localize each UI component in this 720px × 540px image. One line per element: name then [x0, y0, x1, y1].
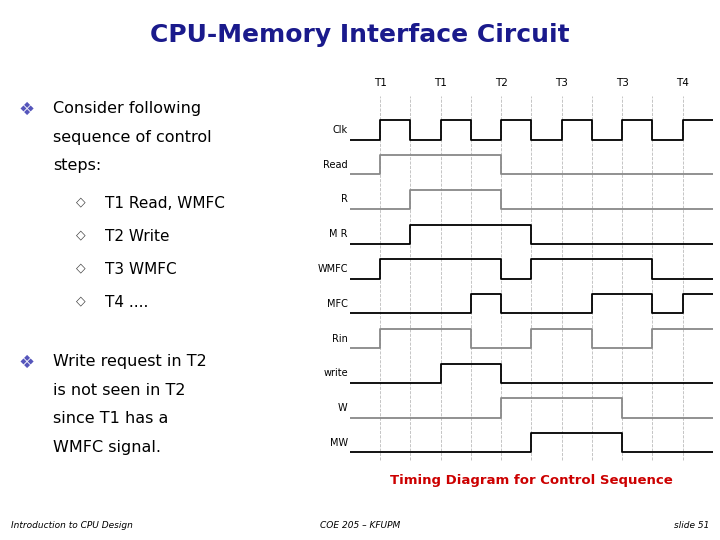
Text: ◇: ◇	[76, 195, 86, 208]
Text: T1 Read, WMFC: T1 Read, WMFC	[105, 195, 225, 211]
Text: ❖: ❖	[19, 354, 35, 372]
Text: is not seen in T2: is not seen in T2	[53, 383, 186, 397]
Text: Timing Diagram for Control Sequence: Timing Diagram for Control Sequence	[390, 474, 672, 487]
Text: MW: MW	[330, 438, 348, 448]
Text: T3 WMFC: T3 WMFC	[105, 262, 176, 276]
Text: T2: T2	[495, 78, 508, 88]
Text: MFC: MFC	[327, 299, 348, 309]
Text: T1: T1	[434, 78, 447, 88]
Text: W: W	[338, 403, 348, 413]
Text: CPU-Memory Interface Circuit: CPU-Memory Interface Circuit	[150, 23, 570, 47]
Text: WMFC: WMFC	[318, 264, 348, 274]
Text: T4 ....: T4 ....	[105, 295, 148, 309]
Text: write: write	[323, 368, 348, 379]
Text: ◇: ◇	[76, 228, 86, 241]
Text: Clk: Clk	[333, 125, 348, 135]
Text: R: R	[341, 194, 348, 205]
Text: T2 Write: T2 Write	[105, 228, 170, 244]
Text: ◇: ◇	[76, 262, 86, 275]
Text: Rin: Rin	[332, 334, 348, 343]
Text: sequence of control: sequence of control	[53, 130, 212, 145]
Text: T4: T4	[676, 78, 689, 88]
Text: Read: Read	[323, 160, 348, 170]
Text: COE 205 – KFUPM: COE 205 – KFUPM	[320, 521, 400, 530]
Text: Consider following: Consider following	[53, 101, 202, 116]
Text: M R: M R	[329, 230, 348, 239]
Text: Introduction to CPU Design: Introduction to CPU Design	[11, 521, 132, 530]
Text: steps:: steps:	[53, 158, 102, 173]
Text: ❖: ❖	[19, 101, 35, 119]
Text: WMFC signal.: WMFC signal.	[53, 440, 161, 455]
Text: slide 51: slide 51	[674, 521, 709, 530]
Text: since T1 has a: since T1 has a	[53, 411, 168, 426]
Text: Write request in T2: Write request in T2	[53, 354, 207, 369]
Text: T3: T3	[616, 78, 629, 88]
Text: T3: T3	[555, 78, 568, 88]
Text: T1: T1	[374, 78, 387, 88]
Text: ◇: ◇	[76, 295, 86, 308]
